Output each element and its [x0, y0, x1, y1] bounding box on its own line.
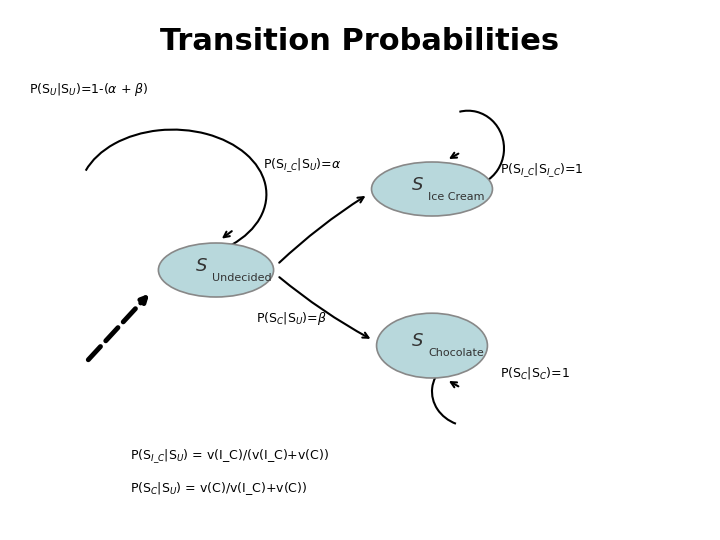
Text: P(S$_C$|S$_U$) = v(C)/v(I_C)+v(C)): P(S$_C$|S$_U$) = v(C)/v(I_C)+v(C)) [130, 480, 307, 497]
Text: P(S$_C$|S$_U$)=$\beta$: P(S$_C$|S$_U$)=$\beta$ [256, 310, 326, 327]
Text: Transition Probabilities: Transition Probabilities [161, 27, 559, 56]
Text: P(S$_{I\_C}$|S$_U$)=$\alpha$: P(S$_{I\_C}$|S$_U$)=$\alpha$ [263, 156, 341, 173]
Text: P(S$_U$|S$_U$)=1-($\alpha$ + $\beta$): P(S$_U$|S$_U$)=1-($\alpha$ + $\beta$) [29, 80, 148, 98]
Text: $S$: $S$ [410, 176, 423, 194]
Text: Undecided: Undecided [212, 273, 272, 283]
Text: Chocolate: Chocolate [428, 348, 484, 359]
Text: $S$: $S$ [194, 256, 207, 275]
Text: P(S$_C$|S$_C$)=1: P(S$_C$|S$_C$)=1 [500, 364, 570, 381]
Text: P(S$_{I\_C}$|S$_{I\_C}$)=1: P(S$_{I\_C}$|S$_{I\_C}$)=1 [500, 161, 584, 179]
Ellipse shape [377, 313, 487, 378]
Text: P(S$_{I\_C}$|S$_U$) = v(I_C)/(v(I_C)+v(C)): P(S$_{I\_C}$|S$_U$) = v(I_C)/(v(I_C)+v(C… [130, 448, 329, 465]
Text: $S$: $S$ [410, 332, 423, 350]
Text: Ice Cream: Ice Cream [428, 192, 485, 202]
Ellipse shape [158, 243, 274, 297]
Ellipse shape [372, 162, 492, 216]
